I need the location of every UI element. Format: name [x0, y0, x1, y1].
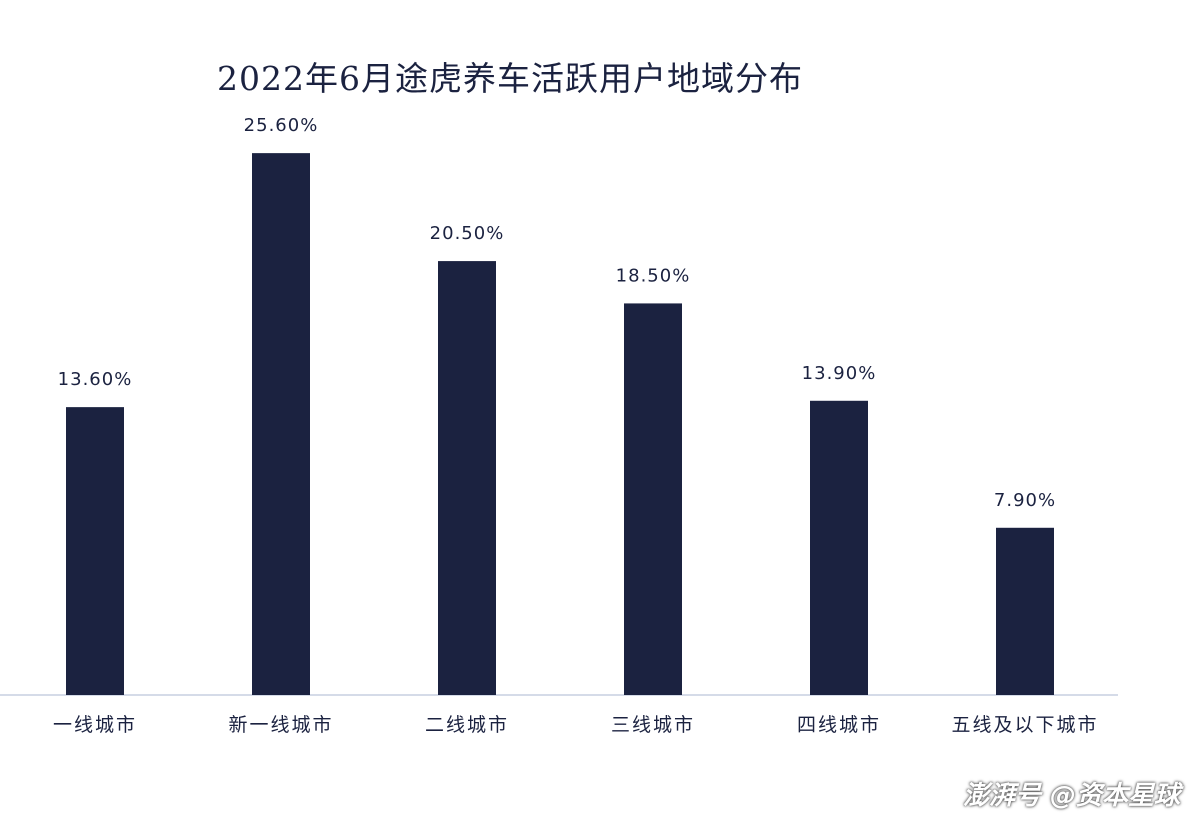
bar-2	[438, 261, 496, 695]
chart-title: 2022年6月途虎养车活跃用户地域分布	[217, 59, 803, 98]
category-label-4: 四线城市	[797, 714, 881, 736]
bars-group	[66, 153, 1054, 696]
data-label-0: 13.60%	[58, 369, 133, 390]
data-label-3: 18.50%	[616, 265, 691, 286]
data-label-5: 7.90%	[994, 490, 1056, 511]
bar-1	[252, 153, 310, 696]
data-labels-group: 13.60% 25.60% 20.50% 18.50% 13.90% 7.90%	[58, 115, 1056, 511]
category-label-3: 三线城市	[611, 714, 695, 736]
category-label-0: 一线城市	[53, 714, 137, 736]
data-label-4: 13.90%	[802, 363, 877, 384]
category-labels-group: 一线城市 新一线城市 二线城市 三线城市 四线城市 五线及以下城市	[53, 714, 1098, 736]
category-label-5: 五线及以下城市	[951, 714, 1098, 736]
bar-5	[996, 527, 1054, 695]
category-label-1: 新一线城市	[228, 714, 333, 736]
bar-3	[624, 303, 682, 695]
data-label-2: 20.50%	[430, 223, 505, 244]
bar-0	[66, 407, 124, 695]
bar-4	[810, 400, 868, 695]
watermark: 澎湃号 @资本星球	[962, 781, 1180, 811]
category-label-2: 二线城市	[425, 714, 509, 736]
data-label-1: 25.60%	[244, 115, 319, 136]
